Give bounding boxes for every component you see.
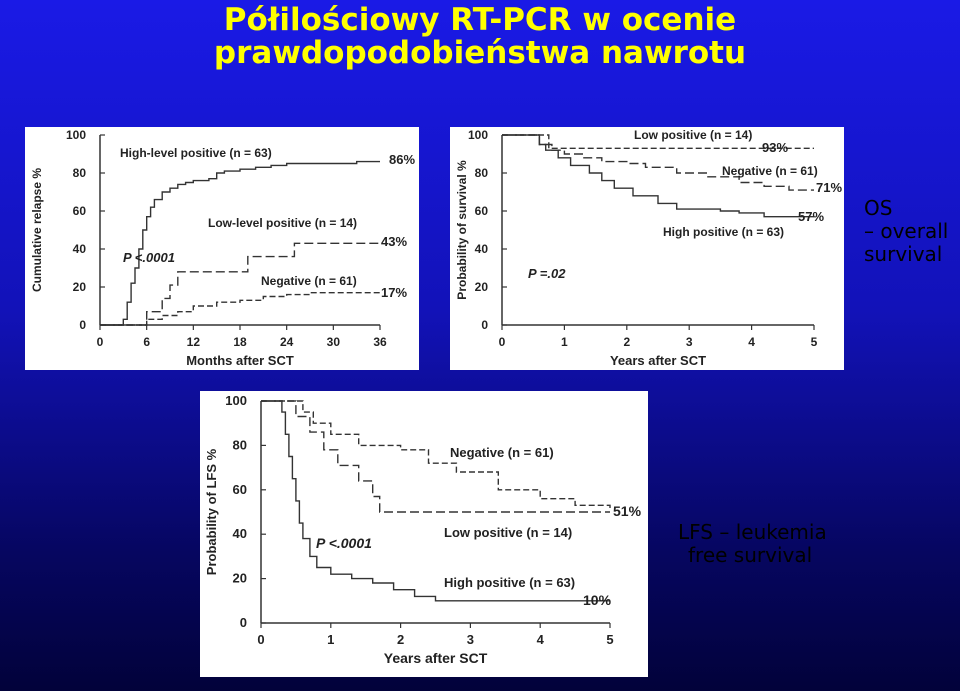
y-tick-label: 80 xyxy=(475,166,489,180)
y-tick-label: 40 xyxy=(73,242,87,256)
x-tick-label: 6 xyxy=(143,335,150,349)
y-tick-label: 40 xyxy=(475,242,489,256)
series-name-label: Negative (n = 61) xyxy=(722,164,818,178)
x-tick-label: 4 xyxy=(537,632,545,647)
lfs-note: LFS – leukemia free survival xyxy=(678,521,827,567)
y-axis-title: Probability of survival % xyxy=(455,160,469,300)
series-curve-2 xyxy=(100,242,380,326)
x-tick-label: 1 xyxy=(327,632,334,647)
y-tick-label: 20 xyxy=(233,571,247,586)
end-value-label: 86% xyxy=(389,152,415,167)
y-tick-label: 100 xyxy=(225,393,247,408)
end-value-label: 57% xyxy=(798,209,824,224)
x-axis-title: Years after SCT xyxy=(610,353,706,368)
x-axis-title: Years after SCT xyxy=(384,650,488,666)
y-tick-label: 0 xyxy=(481,318,488,332)
lfs-chart: 0 20 40 60 80 100 0 1 2 3 4 5 Years after SCT Probabi… xyxy=(204,393,642,666)
slide-title-line-2: prawdopodobieństwa nawrotu xyxy=(213,35,747,71)
slide-title: Półilościowy RT-PCR w ocenie prawdopodob… xyxy=(0,4,960,70)
lfs-note-line-2: free survival xyxy=(688,543,813,567)
y-tick-label: 60 xyxy=(475,204,489,218)
y-tick-label: 20 xyxy=(73,280,87,294)
slide-title-line-1: Półilościowy RT-PCR w ocenie xyxy=(223,2,737,38)
x-tick-label: 3 xyxy=(467,632,474,647)
series-name-label: Negative (n = 61) xyxy=(261,274,357,288)
p-value-label: P =.02 xyxy=(528,266,566,281)
end-value-label: 93% xyxy=(762,140,788,155)
x-tick-label: 1 xyxy=(561,335,568,349)
y-tick-label: 100 xyxy=(468,128,488,142)
x-tick-label: 2 xyxy=(623,335,630,349)
series-curve-2 xyxy=(502,134,814,191)
series-curve-3 xyxy=(261,400,610,602)
end-value-label: 17% xyxy=(381,285,407,300)
x-tick-label: 30 xyxy=(327,335,341,349)
x-tick-label: 0 xyxy=(499,335,506,349)
series-curve-3 xyxy=(100,292,380,326)
end-value-label: 71% xyxy=(816,180,842,195)
series-name-label: High positive (n = 63) xyxy=(444,575,575,590)
series-name-label: High positive (n = 63) xyxy=(663,225,784,239)
x-tick-label: 5 xyxy=(811,335,818,349)
x-tick-label: 36 xyxy=(373,335,387,349)
survival-chart-panel: 0 20 40 60 80 100 0 1 2 3 4 5 Years after SCT Probabi… xyxy=(450,127,844,370)
x-tick-label: 5 xyxy=(606,632,613,647)
survival-chart: 0 20 40 60 80 100 0 1 2 3 4 5 Years after SCT Probabi… xyxy=(455,128,842,368)
y-tick-label: 60 xyxy=(233,482,247,497)
series-name-label: Low positive (n = 14) xyxy=(444,525,572,540)
series-name-label: Negative (n = 61) xyxy=(450,445,554,460)
x-tick-label: 18 xyxy=(233,335,247,349)
y-tick-label: 100 xyxy=(66,128,86,142)
end-value-label: 10% xyxy=(583,592,612,608)
os-note: OS – overall survival xyxy=(864,197,948,266)
relapse-chart-panel: 0 20 40 60 80 100 0 6 12 18 24 30 36 Months after SCT… xyxy=(25,127,419,370)
series-name-label: Low positive (n = 14) xyxy=(634,128,752,142)
end-value-label: 51% xyxy=(613,503,642,519)
series-curve-3 xyxy=(502,134,814,218)
series-name-label: High-level positive (n = 63) xyxy=(120,146,272,160)
os-note-line-3: survival xyxy=(864,242,943,266)
lfs-chart-panel: 0 20 40 60 80 100 0 1 2 3 4 5 Years after SCT Probabi… xyxy=(200,391,648,677)
end-value-label: 43% xyxy=(381,234,407,249)
os-note-line-2: – overall xyxy=(864,219,949,243)
y-tick-label: 0 xyxy=(79,318,86,332)
y-tick-label: 60 xyxy=(73,204,87,218)
x-tick-label: 4 xyxy=(748,335,755,349)
x-tick-label: 0 xyxy=(97,335,104,349)
y-tick-label: 20 xyxy=(475,280,489,294)
series-curve-1 xyxy=(261,400,611,510)
x-tick-label: 3 xyxy=(686,335,693,349)
series-name-label: Low-level positive (n = 14) xyxy=(208,216,357,230)
series-curve-1 xyxy=(100,160,380,326)
y-axis-title: Probability of LFS % xyxy=(204,448,219,575)
x-axis-title: Months after SCT xyxy=(186,353,294,368)
x-tick-label: 0 xyxy=(257,632,264,647)
x-tick-label: 12 xyxy=(187,335,201,349)
x-tick-label: 24 xyxy=(280,335,294,349)
y-axis-title: Cumulative relapse % xyxy=(30,168,44,292)
y-tick-label: 80 xyxy=(73,166,87,180)
y-tick-label: 0 xyxy=(240,615,247,630)
p-value-label: P <.0001 xyxy=(316,535,372,551)
y-tick-label: 80 xyxy=(233,437,247,452)
lfs-note-line-1: LFS – leukemia xyxy=(678,520,827,544)
y-tick-label: 40 xyxy=(233,526,247,541)
os-note-line-1: OS xyxy=(864,196,893,220)
p-value-label: P <.0001 xyxy=(123,250,175,265)
x-tick-label: 2 xyxy=(397,632,404,647)
series-curve-2 xyxy=(261,400,610,513)
relapse-chart: 0 20 40 60 80 100 0 6 12 18 24 30 36 Months after SCT… xyxy=(30,128,415,368)
